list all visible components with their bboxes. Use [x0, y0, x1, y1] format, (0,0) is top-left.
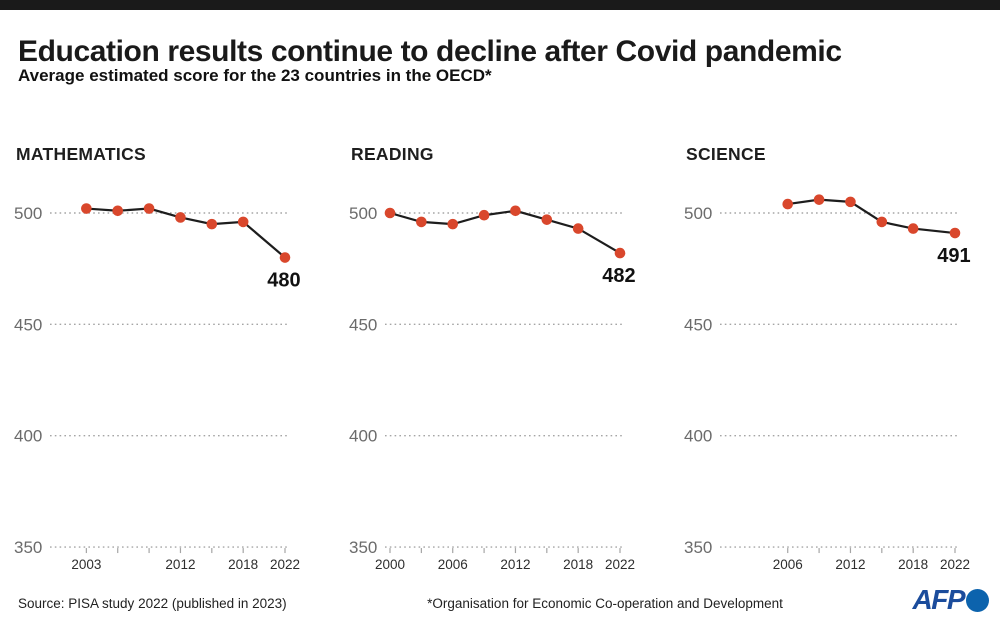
data-point-2018: [907, 223, 919, 234]
y-axis-label-350: 350: [349, 538, 377, 557]
source-credit: Source: PISA study 2022 (published in 20…: [18, 596, 287, 611]
data-point-2012: [845, 196, 856, 208]
top-accent-bar: [0, 0, 1000, 10]
y-axis-label-500: 500: [684, 204, 712, 223]
series-line: [787, 198, 956, 235]
end-value-label: 480: [267, 270, 300, 292]
data-point-2018: [572, 223, 584, 234]
data-point-2012: [510, 205, 521, 217]
x-axis-label-2022: 2022: [940, 557, 970, 572]
y-axis-label-400: 400: [14, 427, 42, 446]
afp-logo-text: AFP: [912, 584, 966, 615]
end-value-label: 482: [602, 265, 635, 287]
y-axis-label-400: 400: [684, 427, 712, 446]
y-axis-label-400: 400: [349, 427, 377, 446]
data-point-2003: [416, 216, 427, 228]
x-axis-label-2018: 2018: [898, 557, 928, 572]
y-axis-label-450: 450: [684, 315, 712, 334]
data-point-2009: [478, 209, 490, 221]
y-axis-label-350: 350: [684, 538, 712, 557]
x-axis-label-2018: 2018: [228, 557, 258, 572]
y-axis-label-500: 500: [14, 204, 42, 223]
y-axis-label-350: 350: [14, 538, 42, 557]
x-axis-label-2000: 2000: [375, 557, 405, 572]
oecd-footnote: *Organisation for Economic Co-operation …: [427, 596, 783, 611]
chart-title-science: SCIENCE: [686, 144, 766, 164]
science-line-chart: 500 450 400 350 2006 2012 2018 2022 491: [684, 194, 971, 572]
data-point-2015: [206, 218, 218, 230]
x-axis-label-2022: 2022: [270, 557, 300, 572]
chart-panel-reading: READING 500 450 400 350 2000 2006 2012 2018 2022…: [335, 140, 665, 595]
x-axis-label-2022: 2022: [605, 557, 635, 572]
data-point-2022: [279, 252, 291, 263]
chart-panel-science: SCIENCE 500 450 400 350 2006 2012 2018 2022 491: [670, 140, 1000, 595]
x-axis-label-2006: 2006: [773, 557, 803, 572]
data-point-2022: [614, 247, 626, 259]
x-axis-label-2012: 2012: [500, 557, 530, 572]
page-title: Education results continue to decline af…: [18, 35, 842, 69]
y-axis-label-450: 450: [14, 315, 42, 334]
data-point-2015: [876, 216, 888, 228]
y-axis-label-450: 450: [349, 315, 377, 334]
data-point-2000: [384, 207, 396, 219]
data-point-2009: [813, 194, 825, 205]
x-axis-label-2006: 2006: [438, 557, 468, 572]
data-point-2009: [143, 203, 155, 214]
data-point-2012: [175, 212, 186, 223]
series-line: [389, 209, 621, 255]
data-point-2018: [237, 216, 249, 228]
x-axis-label-2003: 2003: [71, 557, 101, 572]
data-point-2015: [541, 214, 553, 225]
x-axis-label-2012: 2012: [165, 557, 195, 572]
mathematics-line-chart: 500 450 400 350 2003 2012 2018 2022 480: [14, 203, 301, 572]
chart-title-mathematics: MATHEMATICS: [16, 144, 146, 164]
x-axis-label-2018: 2018: [563, 557, 593, 572]
data-point-2022: [949, 227, 961, 239]
data-point-2006: [112, 205, 124, 217]
series-line: [86, 207, 286, 259]
end-value-label: 491: [937, 245, 970, 267]
data-point-2006: [782, 198, 794, 210]
data-point-2006: [447, 218, 459, 230]
page-subtitle: Average estimated score for the 23 count…: [18, 66, 492, 85]
x-axis-label-2012: 2012: [835, 557, 865, 572]
afp-logo-circle-icon: [966, 589, 989, 612]
afp-logo: AFP: [912, 584, 989, 615]
chart-title-reading: READING: [351, 144, 434, 164]
chart-panel-mathematics: MATHEMATICS 500 450 400 350 2003 2012 2018 2022…: [0, 140, 330, 595]
data-point-2003: [81, 203, 92, 214]
y-axis-label-500: 500: [349, 204, 377, 223]
